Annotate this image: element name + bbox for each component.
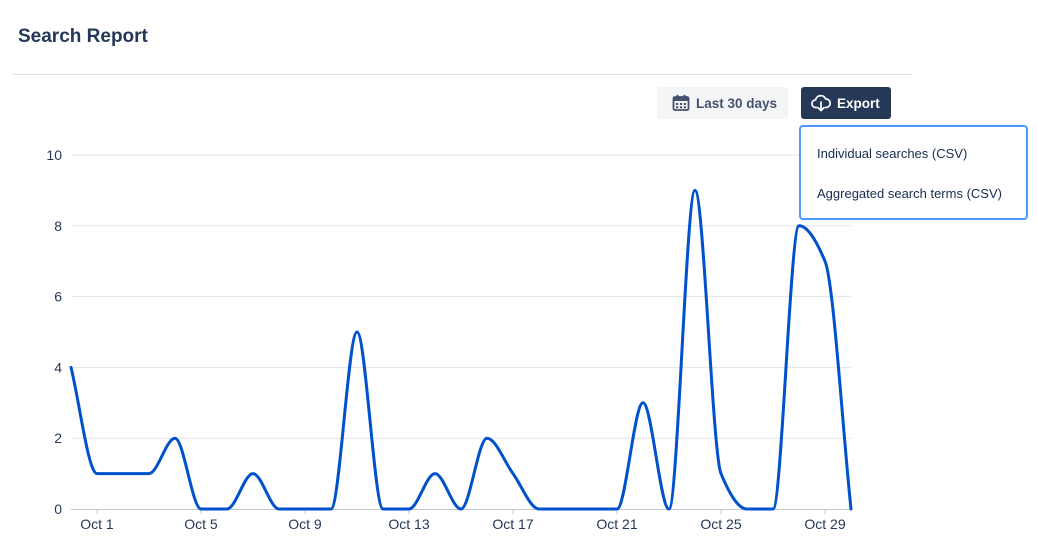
- data-point[interactable]: [691, 186, 699, 194]
- data-point[interactable]: [509, 470, 517, 478]
- data-point[interactable]: [743, 505, 751, 513]
- x-tick-label: Oct 1: [80, 516, 114, 532]
- x-tick-label: Oct 5: [184, 516, 218, 532]
- data-point[interactable]: [67, 363, 75, 371]
- data-point[interactable]: [639, 399, 647, 407]
- page-title: Search Report: [18, 26, 148, 47]
- data-point[interactable]: [275, 505, 283, 513]
- y-tick-label: 6: [54, 289, 62, 305]
- data-point[interactable]: [613, 505, 621, 513]
- y-tick-label: 0: [54, 501, 62, 517]
- data-point[interactable]: [379, 505, 387, 513]
- data-point[interactable]: [821, 257, 829, 265]
- data-point[interactable]: [431, 470, 439, 478]
- date-range-label: Last 30 days: [696, 95, 778, 111]
- data-point[interactable]: [665, 505, 673, 513]
- x-tick-label: Oct 13: [388, 516, 429, 532]
- x-tick-label: Oct 25: [700, 516, 741, 532]
- calendar-icon: [672, 94, 690, 112]
- data-point[interactable]: [769, 505, 777, 513]
- search-count-line: [69, 188, 853, 511]
- y-tick-label: 8: [54, 218, 62, 234]
- export-label: Export: [837, 95, 880, 111]
- data-point[interactable]: [223, 505, 231, 513]
- cloud-download-icon: [811, 94, 831, 112]
- data-point[interactable]: [353, 328, 361, 336]
- data-point[interactable]: [249, 470, 257, 478]
- data-point[interactable]: [535, 505, 543, 513]
- y-tick-label: 4: [54, 359, 62, 375]
- data-point[interactable]: [587, 505, 595, 513]
- data-point[interactable]: [483, 434, 491, 442]
- export-individual-searches-item[interactable]: Individual searches (CSV): [817, 146, 968, 161]
- data-point[interactable]: [795, 222, 803, 230]
- data-point[interactable]: [93, 470, 101, 478]
- y-tick-label: 10: [46, 147, 62, 163]
- data-point[interactable]: [405, 505, 413, 513]
- data-point[interactable]: [119, 470, 127, 478]
- data-point[interactable]: [145, 470, 153, 478]
- data-point[interactable]: [197, 505, 205, 513]
- date-range-button[interactable]: Last 30 days: [657, 87, 788, 119]
- x-tick-label: Oct 9: [288, 516, 322, 532]
- data-point[interactable]: [847, 505, 855, 513]
- x-tick-label: Oct 21: [596, 516, 637, 532]
- header-divider: [13, 74, 912, 75]
- export-dropdown-menu: Individual searches (CSV) Aggregated sea…: [799, 125, 1028, 220]
- data-point[interactable]: [561, 505, 569, 513]
- y-tick-label: 2: [54, 430, 62, 446]
- x-tick-label: Oct 17: [492, 516, 533, 532]
- export-aggregated-terms-item[interactable]: Aggregated search terms (CSV): [817, 186, 1002, 201]
- data-point[interactable]: [457, 505, 465, 513]
- x-tick-label: Oct 29: [804, 516, 845, 532]
- data-point[interactable]: [327, 505, 335, 513]
- export-button[interactable]: Export: [801, 87, 891, 119]
- data-point[interactable]: [301, 505, 309, 513]
- data-point[interactable]: [171, 434, 179, 442]
- data-point[interactable]: [717, 470, 725, 478]
